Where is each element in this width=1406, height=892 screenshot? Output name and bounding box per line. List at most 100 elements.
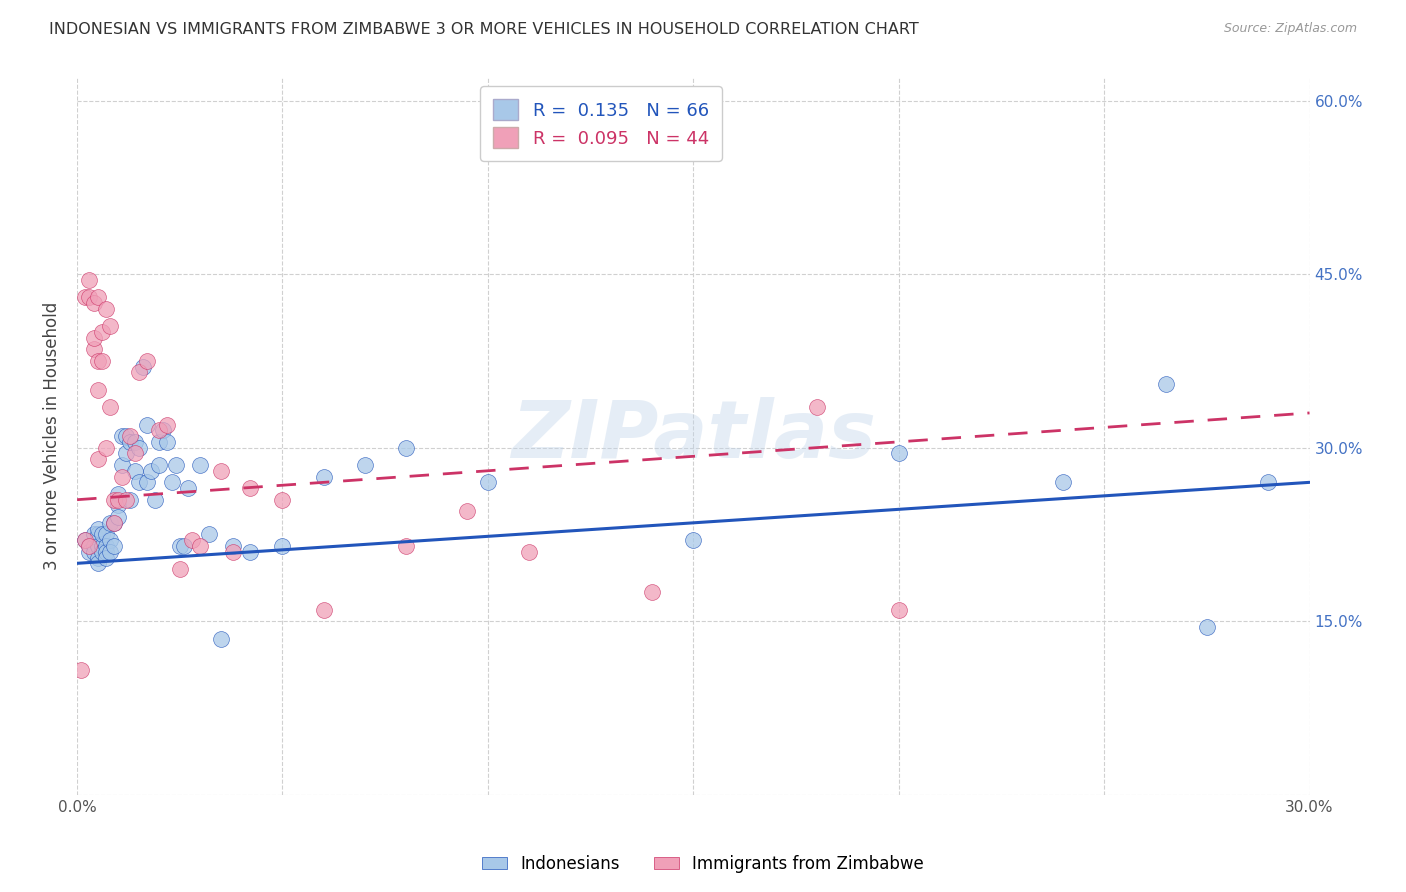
Point	[90, 354, 112, 368]
Point	[239, 481, 262, 495]
Point	[86, 383, 108, 397]
Point	[517, 545, 540, 559]
Point	[98, 516, 121, 530]
Point	[1052, 475, 1074, 490]
Point	[94, 545, 117, 559]
Point	[86, 452, 108, 467]
Point	[90, 539, 112, 553]
Point	[86, 527, 108, 541]
Point	[75, 533, 97, 548]
Point	[641, 585, 664, 599]
Legend: Indonesians, Immigrants from Zimbabwe: Indonesians, Immigrants from Zimbabwe	[475, 848, 931, 880]
Point	[887, 446, 910, 460]
Point	[115, 446, 138, 460]
Text: Source: ZipAtlas.com: Source: ZipAtlas.com	[1223, 22, 1357, 36]
Point	[271, 492, 294, 507]
Point	[83, 296, 105, 310]
Point	[111, 458, 134, 472]
Point	[120, 492, 142, 507]
Point	[90, 325, 112, 339]
Legend: R =  0.135   N = 66, R =  0.095   N = 44: R = 0.135 N = 66, R = 0.095 N = 44	[481, 87, 721, 161]
Point	[128, 475, 150, 490]
Point	[124, 434, 146, 449]
Point	[98, 533, 121, 548]
Point	[271, 539, 294, 553]
Point	[103, 539, 125, 553]
Point	[160, 475, 183, 490]
Point	[173, 539, 195, 553]
Point	[107, 499, 129, 513]
Point	[312, 602, 335, 616]
Point	[312, 469, 335, 483]
Point	[90, 527, 112, 541]
Point	[120, 429, 142, 443]
Point	[128, 441, 150, 455]
Point	[107, 510, 129, 524]
Point	[222, 539, 245, 553]
Point	[83, 343, 105, 357]
Point	[111, 429, 134, 443]
Point	[165, 458, 187, 472]
Point	[181, 533, 204, 548]
Point	[98, 400, 121, 414]
Point	[70, 663, 93, 677]
Point	[90, 545, 112, 559]
Point	[94, 527, 117, 541]
Y-axis label: 3 or more Vehicles in Household: 3 or more Vehicles in Household	[44, 302, 60, 570]
Point	[83, 527, 105, 541]
Point	[1257, 475, 1279, 490]
Point	[887, 602, 910, 616]
Point	[148, 423, 170, 437]
Point	[136, 417, 159, 432]
Point	[103, 516, 125, 530]
Point	[209, 632, 232, 646]
Point	[86, 290, 108, 304]
Point	[83, 545, 105, 559]
Point	[79, 545, 101, 559]
Point	[1195, 620, 1218, 634]
Point	[177, 481, 200, 495]
Point	[148, 434, 170, 449]
Point	[136, 354, 159, 368]
Point	[86, 522, 108, 536]
Point	[79, 539, 101, 553]
Point	[353, 458, 375, 472]
Point	[107, 487, 129, 501]
Point	[94, 550, 117, 565]
Point	[148, 458, 170, 472]
Point	[806, 400, 828, 414]
Point	[1154, 377, 1177, 392]
Point	[222, 545, 245, 559]
Point	[124, 446, 146, 460]
Point	[120, 434, 142, 449]
Point	[94, 441, 117, 455]
Point	[239, 545, 262, 559]
Point	[75, 290, 97, 304]
Point	[83, 539, 105, 553]
Point	[111, 469, 134, 483]
Point	[103, 492, 125, 507]
Point	[94, 539, 117, 553]
Point	[83, 331, 105, 345]
Point	[169, 539, 191, 553]
Point	[143, 492, 166, 507]
Point	[156, 434, 179, 449]
Point	[136, 475, 159, 490]
Text: ZIPatlas: ZIPatlas	[510, 397, 876, 475]
Point	[79, 273, 101, 287]
Point	[86, 539, 108, 553]
Point	[86, 550, 108, 565]
Point	[115, 429, 138, 443]
Point	[115, 492, 138, 507]
Point	[98, 545, 121, 559]
Point	[94, 301, 117, 316]
Point	[75, 533, 97, 548]
Point	[86, 557, 108, 571]
Point	[395, 539, 418, 553]
Point	[209, 464, 232, 478]
Point	[156, 417, 179, 432]
Point	[132, 359, 155, 374]
Point	[197, 527, 219, 541]
Point	[98, 319, 121, 334]
Point	[79, 290, 101, 304]
